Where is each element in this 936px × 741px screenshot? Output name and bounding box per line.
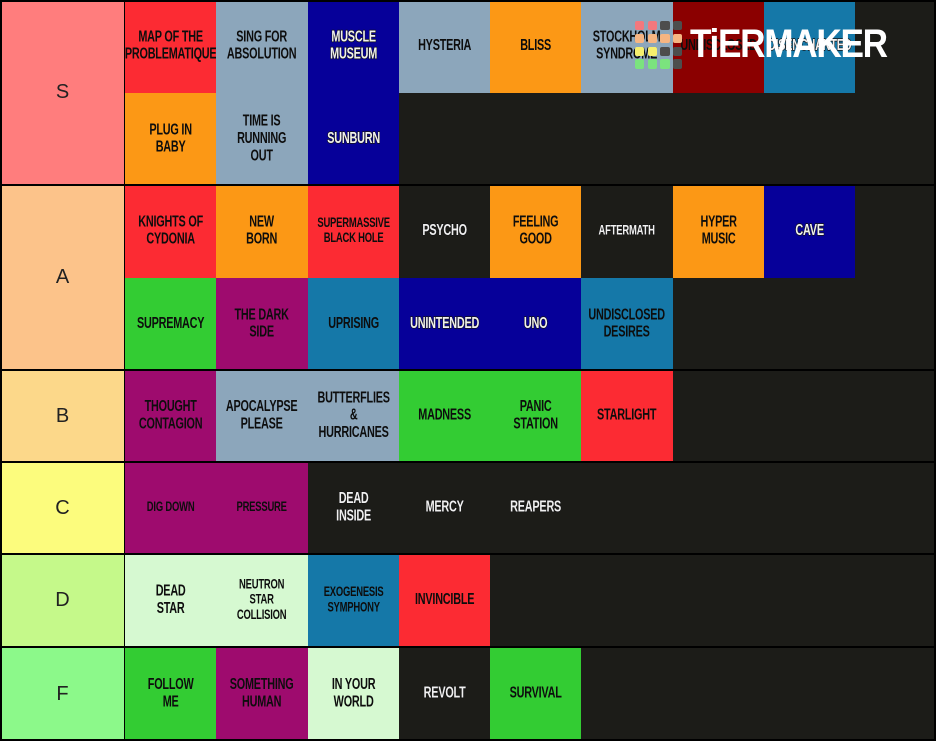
- svg-text:NEUTRON: NEUTRON: [239, 577, 284, 592]
- svg-text:CONTAGION: CONTAGION: [139, 414, 203, 431]
- svg-text:REVOLT: REVOLT: [423, 684, 466, 701]
- svg-text:MADNESS: MADNESS: [418, 406, 471, 423]
- svg-text:DESIRES: DESIRES: [604, 322, 650, 339]
- svg-text:RUNNING: RUNNING: [237, 129, 286, 146]
- svg-text:&: &: [349, 406, 357, 423]
- svg-text:STARLIGHT: STARLIGHT: [597, 406, 657, 423]
- svg-text:CAVE: CAVE: [795, 221, 824, 238]
- svg-text:UNINTENDED: UNINTENDED: [410, 314, 479, 331]
- svg-text:DEAD: DEAD: [338, 489, 368, 506]
- svg-text:INSIDE: INSIDE: [336, 506, 371, 523]
- svg-text:MUSIC: MUSIC: [701, 230, 735, 247]
- svg-text:UNDISCLOSED: UNDISCLOSED: [589, 305, 666, 322]
- svg-text:COLLISION: COLLISION: [237, 607, 287, 622]
- svg-text:PRESSURE: PRESSURE: [237, 500, 288, 515]
- svg-text:HURRICANES: HURRICANES: [318, 423, 388, 440]
- svg-text:AFTERMATH: AFTERMATH: [599, 223, 655, 238]
- svg-text:GOOD: GOOD: [519, 230, 552, 247]
- svg-text:HYPER: HYPER: [700, 212, 737, 229]
- svg-text:UNO: UNO: [524, 314, 547, 331]
- svg-text:SUPREMACY: SUPREMACY: [137, 314, 205, 331]
- svg-text:BUTTERFLIES: BUTTERFLIES: [317, 388, 390, 405]
- svg-text:KNIGHTS OF: KNIGHTS OF: [138, 212, 203, 229]
- svg-text:UPRISING: UPRISING: [328, 314, 379, 331]
- svg-text:SUPERMASSIVE: SUPERMASSIVE: [317, 215, 390, 230]
- svg-text:STAR: STAR: [157, 599, 185, 616]
- svg-text:BORN: BORN: [246, 230, 277, 247]
- svg-text:OUT: OUT: [251, 146, 274, 163]
- svg-text:REAPERS: REAPERS: [510, 498, 561, 515]
- svg-text:WORLD: WORLD: [333, 692, 373, 709]
- svg-text:DEAD: DEAD: [156, 582, 186, 599]
- svg-text:FEELING: FEELING: [513, 212, 558, 229]
- svg-text:APOCALYPSE: APOCALYPSE: [226, 397, 298, 414]
- svg-text:STATION: STATION: [513, 414, 557, 431]
- svg-text:STAR: STAR: [250, 592, 275, 607]
- svg-text:CYDONIA: CYDONIA: [146, 230, 195, 247]
- svg-text:TIME IS: TIME IS: [243, 111, 281, 128]
- svg-text:ME: ME: [163, 692, 179, 709]
- svg-text:PSYCHO: PSYCHO: [422, 221, 467, 238]
- svg-text:BABY: BABY: [156, 137, 186, 154]
- svg-text:SIDE: SIDE: [250, 322, 275, 339]
- svg-text:FOLLOW: FOLLOW: [148, 675, 194, 692]
- svg-text:SUNBURN: SUNBURN: [327, 129, 380, 146]
- svg-text:EXOGENESIS: EXOGENESIS: [323, 585, 383, 600]
- svg-text:PLUG IN: PLUG IN: [149, 120, 191, 137]
- svg-text:INVINCIBLE: INVINCIBLE: [415, 590, 475, 607]
- svg-text:PLEASE: PLEASE: [241, 414, 283, 431]
- svg-text:HUMAN: HUMAN: [242, 692, 281, 709]
- svg-text:SYMPHONY: SYMPHONY: [327, 600, 380, 615]
- svg-text:THE DARK: THE DARK: [235, 305, 290, 322]
- svg-text:BLACK HOLE: BLACK HOLE: [323, 230, 383, 245]
- svg-text:SURVIVAL: SURVIVAL: [510, 684, 562, 701]
- svg-text:MERCY: MERCY: [425, 498, 463, 515]
- svg-text:THOUGHT: THOUGHT: [145, 397, 198, 414]
- svg-text:DIG DOWN: DIG DOWN: [147, 500, 195, 515]
- svg-text:NEW: NEW: [250, 212, 275, 229]
- svg-text:PANIC: PANIC: [520, 397, 552, 414]
- svg-text:SOMETHING: SOMETHING: [230, 675, 294, 692]
- svg-text:IN YOUR: IN YOUR: [331, 675, 375, 692]
